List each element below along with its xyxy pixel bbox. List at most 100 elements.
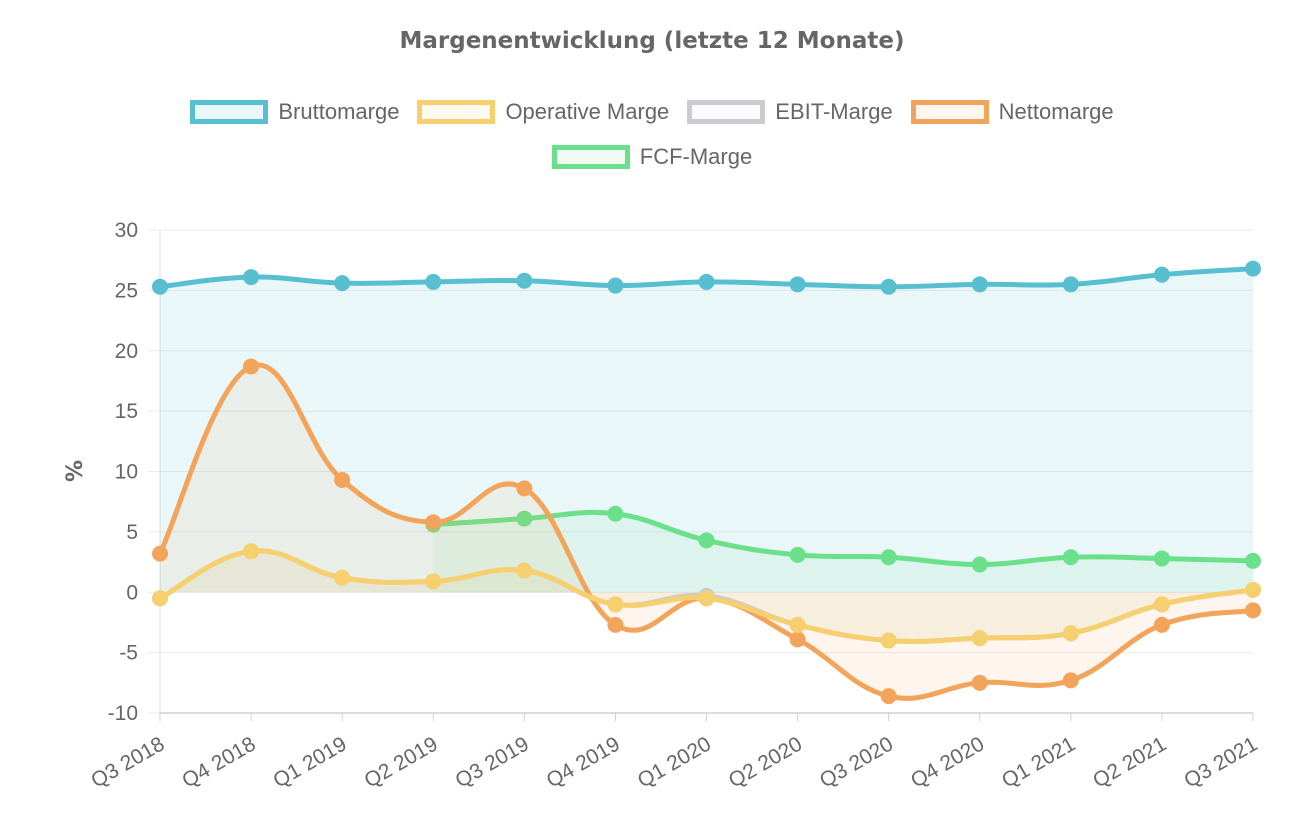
y-tick-label: -5 [119,642,138,665]
legend-label-bruttomarge: Bruttomarge [278,99,400,124]
y-tick-label: -10 [108,702,138,725]
series-area-ebit-marge [160,550,1253,642]
x-tick-label: Q4 2018 [178,732,259,792]
x-tick-label: Q4 2019 [543,732,624,792]
data-point-nettomarge[interactable] [425,514,442,531]
x-tick-label: Q1 2020 [634,732,715,792]
series-operative-marge [152,543,1261,649]
data-point-bruttomarge[interactable] [607,277,624,294]
data-point-bruttomarge[interactable] [1153,266,1170,283]
data-point-bruttomarge[interactable] [516,272,533,289]
y-tick-label: 15 [115,400,138,423]
series-line-fcf-marge [430,509,1256,567]
legend-label-nettomarge: Nettomarge [998,99,1114,124]
data-point-operative-marge[interactable] [516,562,533,579]
data-point-operative-marge[interactable] [1062,625,1079,642]
data-point-bruttomarge[interactable] [334,275,351,292]
legend-swatch-fcf-marge [551,145,630,169]
series-layer [152,260,1261,705]
data-point-nettomarge[interactable] [789,631,806,648]
data-point-fcf-marge[interactable] [789,546,806,563]
y-tick-label: 20 [115,340,138,363]
x-tick-label: Q3 2019 [452,732,533,792]
data-point-operative-marge[interactable] [152,590,168,607]
legend-swatch-operative-marge [417,100,496,124]
data-point-operative-marge[interactable] [1153,596,1170,613]
data-point-operative-marge[interactable] [1245,581,1261,598]
legend-label-fcf-marge: FCF-Marge [639,144,753,169]
data-point-operative-marge[interactable] [880,632,897,649]
legend-swatch-ebit-marge [687,100,766,124]
data-point-operative-marge[interactable] [607,596,624,613]
data-point-fcf-marge[interactable] [1062,549,1079,566]
data-point-fcf-marge[interactable] [698,532,715,549]
x-tick-label: Q3 2020 [816,732,897,792]
data-point-nettomarge[interactable] [516,480,533,497]
data-point-fcf-marge[interactable] [880,549,897,566]
data-point-bruttomarge[interactable] [1062,276,1079,293]
data-point-operative-marge[interactable] [789,616,806,633]
data-point-operative-marge[interactable] [971,630,988,647]
y-axis-title: % [63,460,88,482]
legend-swatch-nettomarge [910,100,989,124]
legend: Bruttomarge Operative Marge EBIT-Marge N… [0,96,1304,128]
legend-label-operative-marge: Operative Marge [505,99,670,124]
x-tick-label: Q2 2021 [1089,732,1170,792]
x-tick-label: Q3 2021 [1180,732,1261,792]
data-point-bruttomarge[interactable] [425,273,442,290]
y-tick-label: 0 [126,581,138,604]
chart-title: Margenentwicklung (letzte 12 Monate) [399,28,905,54]
legend-item-bruttomarge[interactable]: Bruttomarge [190,96,399,128]
data-point-bruttomarge[interactable] [1245,260,1261,277]
legend-item-ebit-marge[interactable]: EBIT-Marge [687,96,893,128]
data-point-nettomarge[interactable] [1245,602,1261,619]
legend-swatch-bruttomarge [190,100,269,124]
legend-item-operative-marge[interactable]: Operative Marge [417,96,669,128]
series-area-nettomarge [160,364,1253,699]
series-bruttomarge [152,260,1261,593]
y-tick-label: 25 [115,279,138,302]
axes [159,230,1254,721]
data-point-fcf-marge[interactable] [1153,550,1170,567]
x-tick-label: Q2 2020 [725,732,806,792]
series-area-bruttomarge [160,268,1253,593]
legend-label-ebit-marge: EBIT-Marge [775,99,893,124]
y-tick-label: 10 [115,461,138,484]
data-point-operative-marge[interactable] [425,573,442,590]
data-point-nettomarge[interactable] [243,358,260,375]
x-tick-label: Q1 2021 [998,732,1079,792]
data-point-operative-marge[interactable] [334,569,351,586]
data-point-bruttomarge[interactable] [243,269,260,286]
data-point-fcf-marge[interactable] [971,556,988,573]
y-tick-label: 30 [115,219,138,242]
data-point-nettomarge[interactable] [152,545,168,562]
legend-row-2: FCF-Marge [0,141,1304,173]
data-point-nettomarge[interactable] [1062,672,1079,689]
data-point-bruttomarge[interactable] [698,273,715,290]
data-point-operative-marge[interactable] [243,543,260,560]
series-nettomarge [152,358,1261,705]
data-point-bruttomarge[interactable] [971,276,988,293]
gridlines [148,229,1253,714]
data-point-nettomarge[interactable] [971,674,988,691]
data-point-fcf-marge[interactable] [516,510,533,527]
data-point-operative-marge[interactable] [698,590,715,607]
data-point-fcf-marge[interactable] [1245,552,1261,569]
x-tick-label: Q2 2019 [360,732,441,792]
series-fcf-marge [425,505,1261,593]
data-point-nettomarge[interactable] [607,616,624,633]
data-point-bruttomarge[interactable] [789,276,806,293]
data-point-nettomarge[interactable] [1153,616,1170,633]
data-point-fcf-marge[interactable] [607,505,624,522]
x-tick-label: Q3 2018 [87,732,168,792]
data-point-nettomarge[interactable] [334,471,351,488]
series-area-fcf-marge [433,512,1253,593]
legend-item-nettomarge[interactable]: Nettomarge [910,96,1114,128]
legend-item-fcf-marge[interactable]: FCF-Marge [551,141,753,173]
data-point-nettomarge[interactable] [880,688,897,705]
data-point-bruttomarge[interactable] [152,278,168,295]
y-tick-label: 5 [126,521,138,544]
x-tick-label: Q1 2019 [269,732,350,792]
data-point-bruttomarge[interactable] [880,278,897,295]
